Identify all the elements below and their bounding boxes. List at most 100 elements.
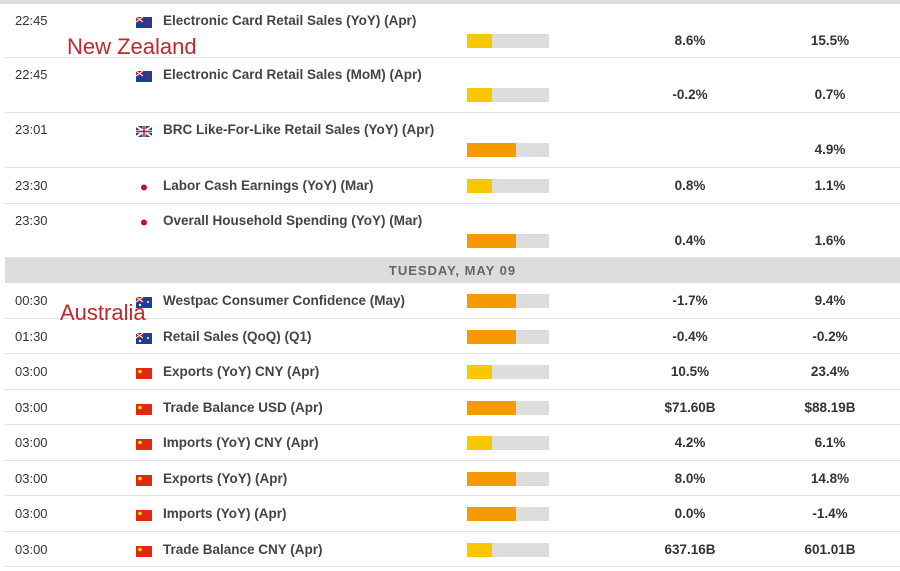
event-title[interactable]: Retail Sales (QoQ) (Q1) [163, 329, 312, 344]
event-row[interactable]: 03:00 Imports (YoY) (Apr) 0.0% -1.4% [5, 496, 900, 532]
impact-fill [467, 472, 517, 486]
event-row[interactable]: 22:45 Electronic Card Retail Sales (MoM)… [5, 58, 900, 113]
event-time: 23:30 [15, 213, 48, 228]
australia-flag-icon [135, 331, 152, 344]
uk-flag-icon [135, 124, 153, 138]
china-flag-icon [136, 366, 152, 379]
event-title[interactable]: BRC Like-For-Like Retail Sales (YoY) (Ap… [163, 122, 435, 137]
actual-value: -1.7% [672, 293, 708, 308]
event-row[interactable]: 03:00 Exports (YoY) CNY (Apr) 10.5% 23.4… [5, 354, 900, 390]
impact-fill [467, 507, 517, 521]
china-flag-icon [136, 473, 152, 486]
impact-bar [467, 179, 549, 193]
actual-value: 8.0% [674, 471, 706, 486]
impact-fill [467, 143, 517, 157]
actual-value: 10.5% [670, 364, 710, 379]
impact-fill [467, 234, 517, 248]
impact-fill [467, 543, 492, 557]
impact-fill [467, 436, 492, 450]
event-title[interactable]: Exports (YoY) CNY (Apr) [163, 364, 320, 379]
event-time: 23:01 [15, 122, 48, 137]
impact-bar [467, 401, 549, 415]
impact-bar [467, 88, 549, 102]
event-title[interactable]: Overall Household Spending (YoY) (Mar) [163, 213, 423, 228]
actual-value: 4.2% [674, 435, 706, 450]
impact-fill [467, 88, 492, 102]
previous-value: 1.6% [814, 233, 846, 248]
impact-fill [467, 294, 517, 308]
impact-fill [467, 365, 492, 379]
event-row[interactable]: 23:01 BRC Like-For-Like Retail Sales (Yo… [5, 113, 900, 168]
event-time: 03:00 [15, 400, 48, 415]
event-time: 01:30 [15, 329, 48, 344]
china-flag-icon [136, 508, 152, 521]
event-title[interactable]: Trade Balance CNY (Apr) [163, 542, 323, 557]
china-flag-icon [136, 402, 152, 415]
event-row[interactable]: 03:00 Trade Balance USD (Apr) $71.60B $8… [5, 390, 900, 425]
actual-value: -0.2% [672, 87, 708, 102]
event-title[interactable]: Trade Balance USD (Apr) [163, 400, 323, 415]
previous-value: 0.7% [814, 87, 846, 102]
top-strip [0, 0, 900, 4]
event-row[interactable]: 00:30 Westpac Consumer Confidence (May) … [5, 283, 900, 319]
annotation-new-zealand: New Zealand [67, 34, 197, 59]
impact-fill [467, 330, 517, 344]
event-row[interactable]: 03:00 Imports (YoY) CNY (Apr) 4.2% 6.1% [5, 425, 900, 461]
previous-value: -0.2% [812, 329, 848, 344]
previous-value: 23.4% [810, 364, 850, 379]
australia-flag-icon [135, 295, 152, 308]
previous-value: 6.1% [814, 435, 846, 450]
event-time: 03:00 [15, 542, 48, 557]
event-time: 03:00 [15, 471, 48, 486]
previous-value: -1.4% [812, 506, 848, 521]
event-title[interactable]: Imports (YoY) (Apr) [163, 506, 287, 521]
event-row[interactable]: 23:30 Labor Cash Earnings (YoY) (Mar) 0.… [5, 168, 900, 204]
impact-bar [467, 436, 549, 450]
event-row[interactable]: 03:00 Trade Balance CNY (Apr) 637.16B 60… [5, 532, 900, 567]
impact-bar [467, 234, 549, 248]
impact-bar [467, 507, 549, 521]
actual-value: 637.16B [664, 542, 716, 557]
event-title[interactable]: Westpac Consumer Confidence (May) [163, 293, 406, 308]
impact-fill [467, 401, 517, 415]
impact-bar [467, 34, 549, 48]
japan-flag-icon [136, 215, 152, 228]
japan-flag-icon [136, 180, 152, 193]
event-title[interactable]: Exports (YoY) (Apr) [163, 471, 288, 486]
previous-value: 14.8% [810, 471, 850, 486]
actual-value: 8.6% [674, 33, 706, 48]
impact-bar [467, 472, 549, 486]
impact-bar [467, 294, 549, 308]
event-time: 03:00 [15, 364, 48, 379]
actual-value: 0.8% [674, 178, 706, 193]
event-time: 22:45 [15, 67, 48, 82]
new-zealand-flag-icon [135, 69, 152, 82]
day-header: TUESDAY, MAY 09 [5, 258, 900, 283]
event-title[interactable]: Electronic Card Retail Sales (YoY) (Apr) [163, 13, 417, 28]
event-title[interactable]: Labor Cash Earnings (YoY) (Mar) [163, 178, 374, 193]
event-time: 03:00 [15, 435, 48, 450]
previous-value: $88.19B [804, 400, 856, 415]
event-row[interactable]: 01:30 Retail Sales (QoQ) (Q1) -0.4% -0.2… [5, 319, 900, 354]
previous-value: 4.9% [814, 142, 846, 157]
new-zealand-flag-icon [135, 15, 152, 28]
previous-value: 601.01B [804, 542, 856, 557]
actual-value: -0.4% [672, 329, 708, 344]
event-row[interactable]: 23:30 Overall Household Spending (YoY) (… [5, 204, 900, 258]
event-title[interactable]: Imports (YoY) CNY (Apr) [163, 435, 319, 450]
event-title[interactable]: Electronic Card Retail Sales (MoM) (Apr) [163, 67, 422, 82]
impact-bar [467, 143, 549, 157]
impact-bar [467, 543, 549, 557]
event-time: 00:30 [15, 293, 48, 308]
impact-bar [467, 365, 549, 379]
event-row[interactable]: 03:00 Exports (YoY) (Apr) 8.0% 14.8% [5, 461, 900, 496]
impact-bar [467, 330, 549, 344]
previous-value: 9.4% [814, 293, 846, 308]
annotation-australia: Australia [60, 300, 146, 325]
event-time: 22:45 [15, 13, 48, 28]
china-flag-icon [136, 544, 152, 557]
previous-value: 1.1% [814, 178, 846, 193]
event-time: 23:30 [15, 178, 48, 193]
event-row[interactable]: 22:45 Electronic Card Retail Sales (YoY)… [5, 4, 900, 58]
china-flag-icon [136, 437, 152, 450]
